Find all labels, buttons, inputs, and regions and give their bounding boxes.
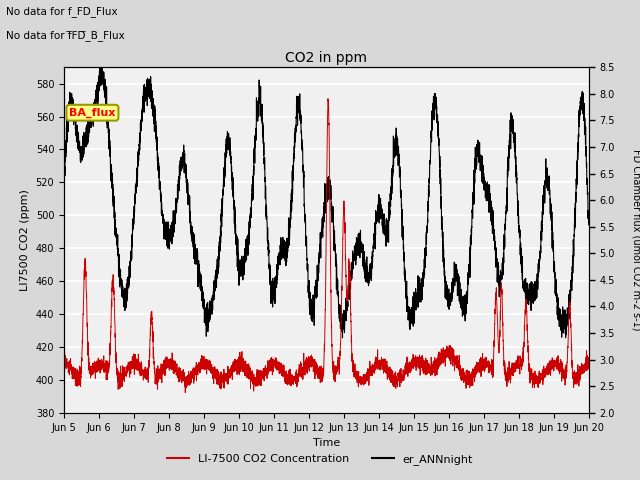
Text: BA_flux: BA_flux [69,108,116,118]
Text: No data for f_FD_Flux: No data for f_FD_Flux [6,6,118,17]
Y-axis label: FD Chamber flux (umol CO2 m-2 s-1): FD Chamber flux (umol CO2 m-2 s-1) [632,149,640,331]
X-axis label: Time: Time [313,438,340,448]
Y-axis label: LI7500 CO2 (ppm): LI7500 CO2 (ppm) [20,189,30,291]
Title: CO2 in ppm: CO2 in ppm [285,51,367,65]
Legend: LI-7500 CO2 Concentration, er_ANNnight: LI-7500 CO2 Concentration, er_ANNnight [163,450,477,469]
Text: No data for f̅FD̅_B_Flux: No data for f̅FD̅_B_Flux [6,30,125,41]
